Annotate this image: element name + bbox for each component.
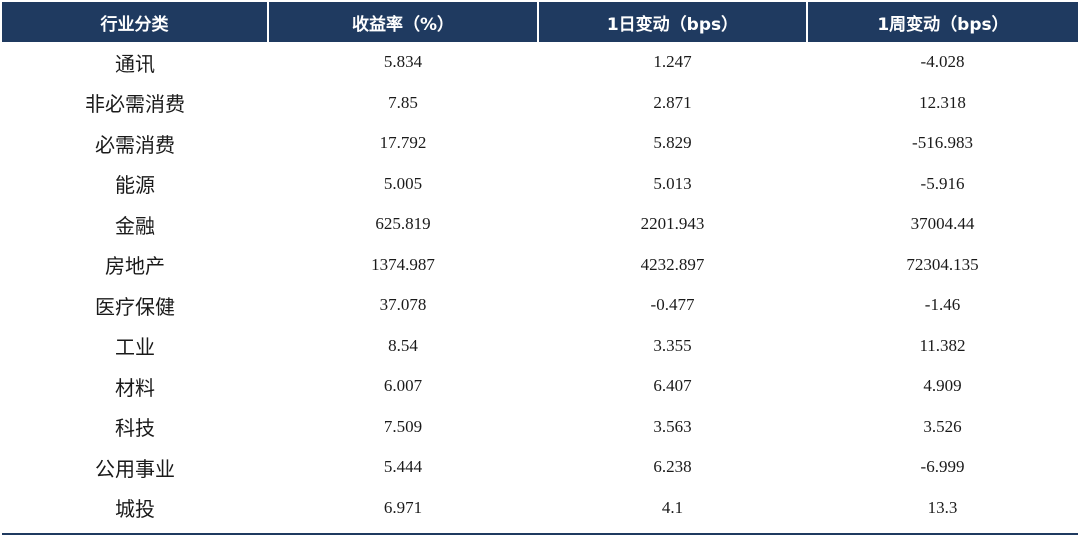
table-row: 通讯 5.834 1.247 -4.028 xyxy=(2,42,1078,83)
yield-cell: 1374.987 xyxy=(371,254,435,274)
sector-cell: 非必需消费 xyxy=(85,92,185,117)
yield-cell: 37.078 xyxy=(379,295,427,315)
table-row: 城投 6.971 4.1 13.3 xyxy=(2,488,1078,529)
yield-cell: 8.54 xyxy=(388,335,418,355)
yield-cell: 625.819 xyxy=(375,214,431,234)
change-1d-cell: 2201.943 xyxy=(640,214,705,234)
change-1d-cell: 6.407 xyxy=(653,376,692,396)
change-1d-cell: 1.247 xyxy=(653,52,692,72)
change-1d-cell: 3.563 xyxy=(653,416,692,436)
header-1d-change: 1日变动（bps） xyxy=(537,2,807,42)
table-row: 非必需消费 7.85 2.871 12.318 xyxy=(2,83,1078,124)
header-1w-change: 1周变动（bps） xyxy=(806,2,1078,42)
table-row: 医疗保健 37.078 -0.477 -1.46 xyxy=(2,285,1078,326)
yield-cell: 5.444 xyxy=(383,457,423,477)
change-1d-cell: 5.013 xyxy=(653,173,692,193)
sector-cell: 通讯 xyxy=(115,51,155,76)
table-row: 公用事业 5.444 6.238 -6.999 xyxy=(2,447,1078,488)
change-1w-cell: -1.46 xyxy=(924,295,961,315)
sector-cell: 金融 xyxy=(115,213,155,238)
table-row: 工业 8.54 3.355 11.382 xyxy=(2,326,1078,367)
change-1d-cell: 3.355 xyxy=(653,335,692,355)
yield-cell: 5.005 xyxy=(383,173,423,193)
table-row: 必需消费 17.792 5.829 -516.983 xyxy=(2,123,1078,164)
change-1w-cell: 37004.44 xyxy=(910,214,975,234)
table-row: 金融 625.819 2201.943 37004.44 xyxy=(2,204,1078,245)
change-1w-cell: 4.909 xyxy=(923,376,962,396)
change-1d-cell: 4232.897 xyxy=(640,254,705,274)
change-1w-cell: 11.382 xyxy=(919,335,966,355)
table-row: 科技 7.509 3.563 3.526 xyxy=(2,407,1078,448)
yield-cell: 17.792 xyxy=(379,133,427,153)
change-1w-cell: -5.916 xyxy=(920,173,965,193)
yield-cell: 6.007 xyxy=(383,376,423,396)
header-sector: 行业分类 xyxy=(2,2,268,42)
yield-cell: 6.971 xyxy=(383,497,423,517)
change-1w-cell: 3.526 xyxy=(923,416,962,436)
table-header: 行业分类 收益率（%） 1日变动（bps） 1周变动（bps） xyxy=(2,2,1078,42)
sector-yield-table: 行业分类 收益率（%） 1日变动（bps） 1周变动（bps） 通讯 5.834 1… xyxy=(2,2,1078,528)
table-row: 材料 6.007 6.407 4.909 xyxy=(2,366,1078,407)
change-1w-cell: -516.983 xyxy=(912,133,973,153)
change-1w-cell: -6.999 xyxy=(920,457,965,477)
sector-cell: 科技 xyxy=(115,416,155,441)
change-1w-cell: 72304.135 xyxy=(906,254,979,274)
yield-cell: 5.834 xyxy=(383,52,423,72)
table-row: 能源 5.005 5.013 -5.916 xyxy=(2,164,1078,205)
table-body: 通讯 5.834 1.247 -4.028 非必需消费 7.85 2.871 12.318 必需… xyxy=(2,42,1078,528)
change-1w-cell: -4.028 xyxy=(920,52,965,72)
bottom-rule xyxy=(2,533,1078,535)
change-1d-cell: -0.477 xyxy=(650,295,695,315)
header-row: 行业分类 收益率（%） 1日变动（bps） 1周变动（bps） xyxy=(2,2,1078,42)
change-1d-cell: 5.829 xyxy=(653,133,692,153)
sector-cell: 能源 xyxy=(115,173,155,198)
change-1d-cell: 6.238 xyxy=(653,457,692,477)
sector-cell: 城投 xyxy=(115,497,155,522)
sector-cell: 工业 xyxy=(115,335,155,360)
change-1w-cell: 12.318 xyxy=(919,92,966,112)
change-1w-cell: 13.3 xyxy=(927,497,958,517)
yield-cell: 7.509 xyxy=(383,416,423,436)
table-row: 房地产 1374.987 4232.897 72304.135 xyxy=(2,245,1078,286)
change-1d-cell: 2.871 xyxy=(653,92,692,112)
sector-cell: 医疗保健 xyxy=(95,294,175,319)
sector-cell: 材料 xyxy=(115,375,155,400)
sector-cell: 必需消费 xyxy=(95,132,175,157)
yield-cell: 7.85 xyxy=(388,92,418,112)
sector-cell: 房地产 xyxy=(105,254,165,279)
sector-cell: 公用事业 xyxy=(95,456,175,481)
change-1d-cell: 4.1 xyxy=(661,497,684,517)
header-yield: 收益率（%） xyxy=(267,2,538,42)
